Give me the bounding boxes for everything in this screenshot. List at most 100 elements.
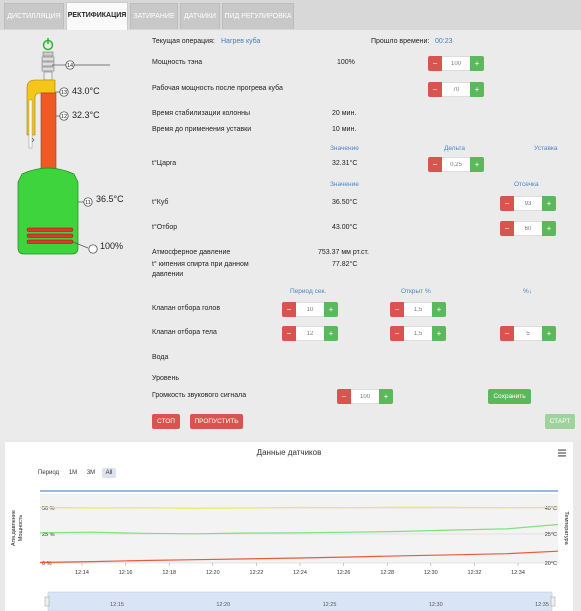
increment-button[interactable]: +: [432, 302, 446, 317]
increment-button[interactable]: +: [324, 326, 338, 341]
increment-button[interactable]: +: [542, 221, 556, 236]
series-line: [39, 506, 559, 509]
otbor-temp-label: t°Отбор: [152, 224, 178, 231]
decrement-button[interactable]: −: [500, 221, 514, 236]
navigator-handle-right: [550, 596, 556, 607]
tab-pid[interactable]: ПИД РЕГУЛИРОВКА: [222, 3, 294, 29]
x-tick-label: 12:14: [75, 570, 89, 576]
right-tick-label: 20°C: [545, 561, 557, 567]
x-tick-label: 12:16: [119, 570, 133, 576]
heater-power-stepper: − +: [428, 56, 484, 71]
pressure-label: Атмосферное давление: [152, 249, 231, 256]
header-value: Значение: [330, 145, 359, 152]
left-axis-title: Мощность: [18, 515, 24, 542]
increment-button[interactable]: +: [379, 389, 393, 404]
increment-button[interactable]: +: [542, 326, 556, 341]
chart-title: Данные датчиков: [256, 448, 322, 457]
elapsed-label: Прошло времени:: [371, 38, 430, 45]
tab-distillation[interactable]: ДИСТИЛЛЯЦИЯ: [4, 3, 64, 29]
decrement-button[interactable]: −: [428, 157, 442, 172]
heater-power-row-label: Мощность тэна: [152, 59, 203, 66]
navigator-tick-label: 12:35: [535, 602, 549, 608]
increment-button[interactable]: +: [470, 56, 484, 71]
volume-input[interactable]: [351, 389, 379, 404]
navigator-handle-left: [44, 596, 50, 607]
tab-rectification[interactable]: РЕКТИФИКАЦИЯ: [66, 2, 128, 30]
operation-value: Нагрев куба: [221, 38, 261, 45]
heads-open-input[interactable]: [404, 302, 432, 317]
power-icon[interactable]: [42, 38, 54, 51]
tsarga-delta-input[interactable]: [442, 157, 470, 172]
hamburger-menu-icon[interactable]: [557, 448, 567, 458]
left-tick-label: 50 %: [42, 506, 55, 512]
otbor-cutoff-stepper: − +: [500, 221, 556, 236]
decrement-button[interactable]: −: [428, 56, 442, 71]
period-3m-button[interactable]: 3M: [86, 470, 96, 476]
body-valve-label: Клапан отбора тела: [152, 329, 217, 336]
stop-button[interactable]: СТОП: [152, 414, 180, 429]
work-power-input[interactable]: [442, 82, 470, 97]
decrement-button[interactable]: −: [282, 302, 296, 317]
decrement-button[interactable]: −: [390, 326, 404, 341]
right-tick-label: 40°C: [545, 506, 557, 512]
pressure-value: 753.37 мм рт.ст.: [318, 249, 369, 256]
tab-mashing[interactable]: ЗАТИРАНИЕ: [130, 3, 178, 29]
header-period: Период сек.: [290, 288, 327, 295]
setpoint-time-value: 10 мин.: [332, 126, 357, 133]
sensor-13-id: 13: [61, 90, 67, 96]
series-line: [39, 550, 559, 564]
save-button[interactable]: Сохранить: [488, 389, 531, 404]
x-tick-label: 12:28: [380, 570, 394, 576]
increment-button[interactable]: +: [470, 157, 484, 172]
body-period-input[interactable]: [296, 326, 324, 341]
decrement-button[interactable]: −: [337, 389, 351, 404]
navigator-tick-label: 12:20: [216, 602, 230, 608]
heater-element: [26, 233, 74, 238]
cube-cutoff-input[interactable]: [514, 196, 542, 211]
stabilization-label: Время стабилизации колонны: [152, 110, 251, 117]
decrement-button[interactable]: −: [428, 82, 442, 97]
heads-valve-label: Клапан отбора голов: [152, 305, 221, 312]
left-tick-label: 25 %: [42, 532, 55, 538]
tsarga-delta-stepper: − +: [428, 157, 484, 172]
sensor-chart: Данные датчиков Период 1M 3M All 50 % 25 …: [5, 442, 573, 611]
increment-button[interactable]: +: [432, 326, 446, 341]
period-1m-button[interactable]: 1M: [68, 470, 78, 476]
decrement-button[interactable]: −: [500, 196, 514, 211]
left-tick-label: 0 %: [42, 561, 52, 567]
start-button[interactable]: СТАРТ: [545, 414, 575, 429]
increment-button[interactable]: +: [324, 302, 338, 317]
temp-top-label: 43.0°C: [72, 86, 100, 96]
period-all-button[interactable]: All: [102, 468, 116, 478]
increment-button[interactable]: +: [470, 82, 484, 97]
work-power-label: Рабочая мощность после прогрева куба: [152, 85, 283, 92]
header-delta: Дельта: [444, 145, 465, 152]
cube-temp-label: t°Куб: [152, 199, 169, 206]
temp-cube-label: 36.5°C: [96, 194, 124, 204]
skip-button[interactable]: ПРОПУСТИТЬ: [190, 414, 243, 429]
body-open-input[interactable]: [404, 326, 432, 341]
stabilization-value: 20 мин.: [332, 110, 357, 117]
chart-plot: 50 % 25 % 0 % 40°C 25°C 20°C Атм.давление Мощно…: [11, 490, 569, 611]
setpoint-time-label: Время до применения уставки: [152, 126, 252, 133]
heater-power-input[interactable]: [442, 56, 470, 71]
heater-power-value: 100%: [337, 59, 355, 66]
header-setpoint: Уставка: [534, 145, 558, 152]
heads-period-stepper: − +: [282, 302, 338, 317]
boiling-value: 77.82°C: [332, 261, 358, 268]
heads-period-input[interactable]: [296, 302, 324, 317]
tab-sensors[interactable]: ДАТЧИКИ: [180, 3, 220, 29]
navigator-tick-label: 12:30: [429, 602, 443, 608]
volume-stepper: − +: [337, 389, 393, 404]
level-label: Уровень: [152, 375, 179, 382]
header-open: Открыт %: [401, 288, 431, 295]
body-percent-input[interactable]: [514, 326, 542, 341]
otbor-temp-value: 43.00°C: [332, 224, 358, 231]
heater-element: [26, 239, 74, 244]
decrement-button[interactable]: −: [390, 302, 404, 317]
decrement-button[interactable]: −: [500, 326, 514, 341]
increment-button[interactable]: +: [542, 196, 556, 211]
otbor-cutoff-input[interactable]: [514, 221, 542, 236]
decrement-button[interactable]: −: [282, 326, 296, 341]
navigator-tick-label: 12:25: [323, 602, 337, 608]
